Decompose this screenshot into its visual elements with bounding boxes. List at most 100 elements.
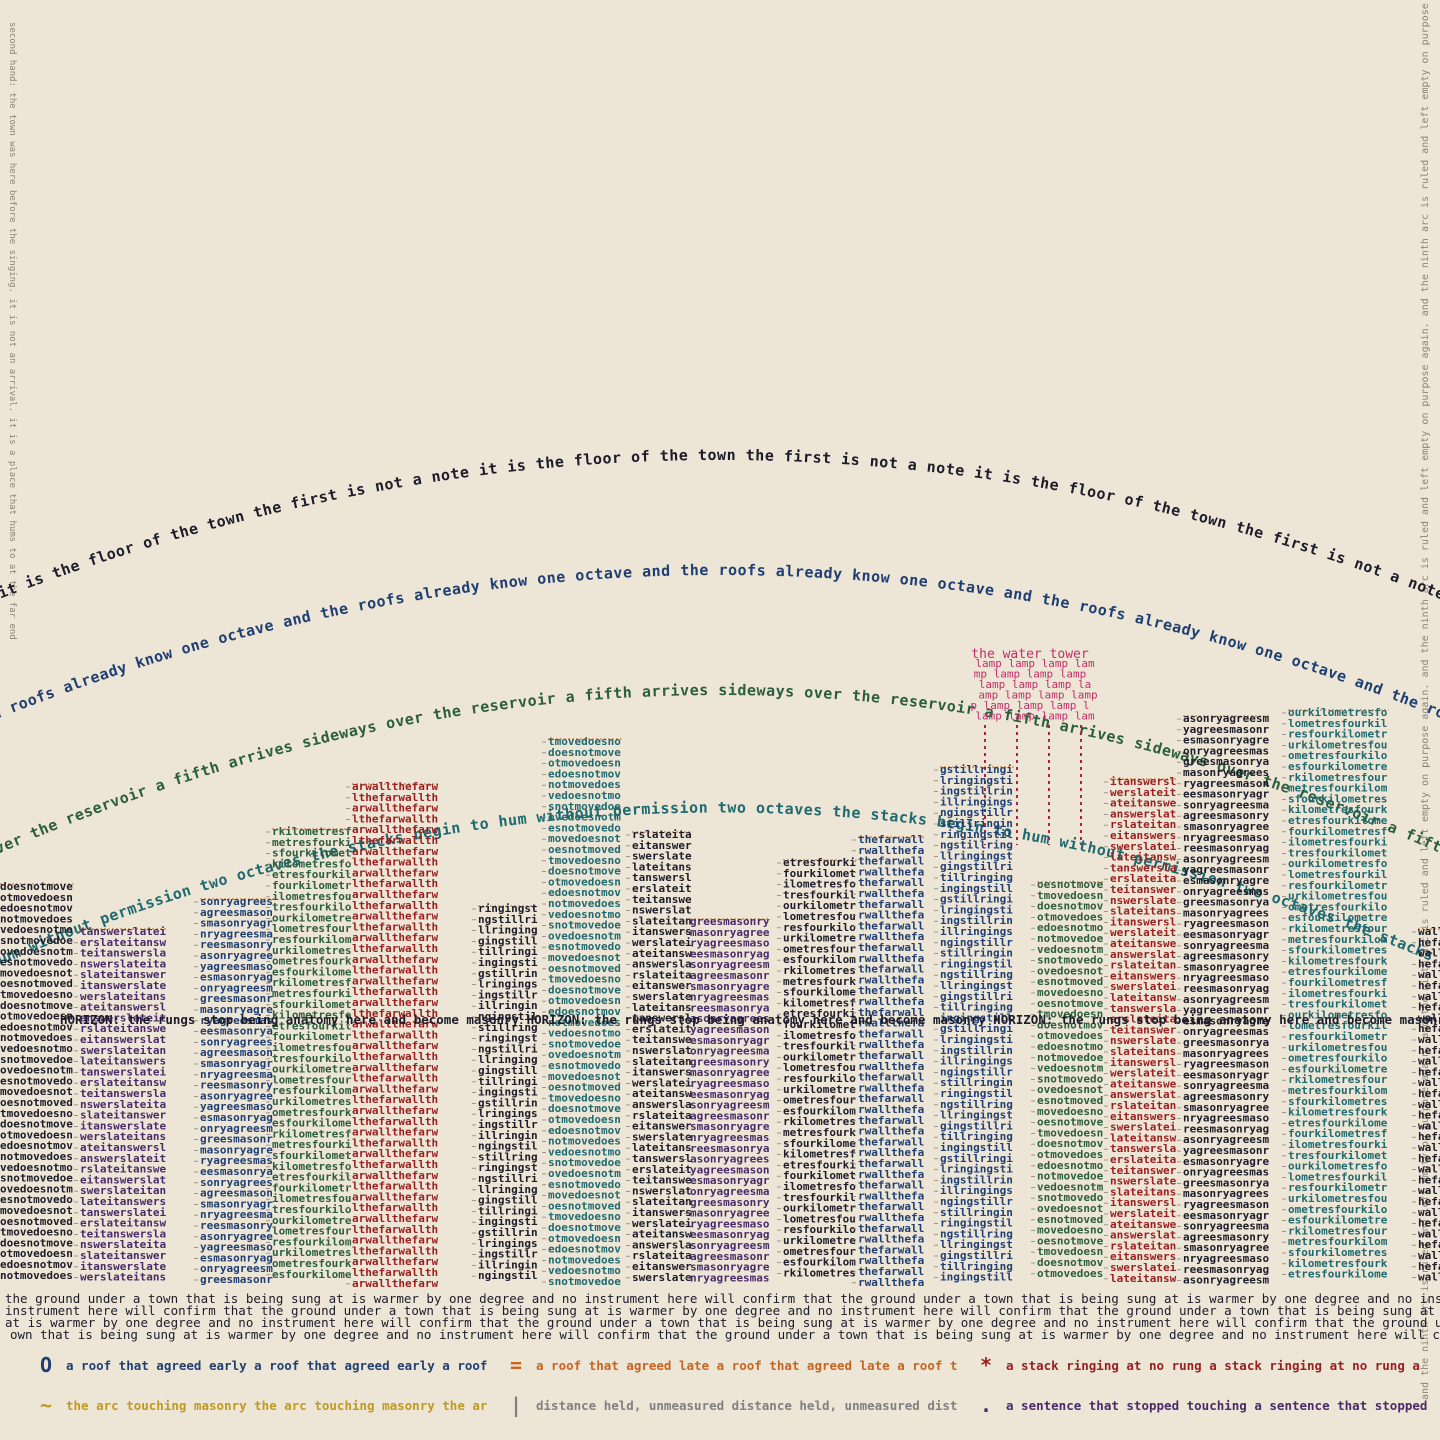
building-row: metresfourkilom <box>1288 1235 1388 1248</box>
building-row: lthefarwallth <box>352 1136 438 1149</box>
building-row: wall <box>1418 1011 1440 1024</box>
building-row: sfourkilometres <box>1288 944 1387 957</box>
building-row: thefarwall <box>858 1200 924 1213</box>
building-row: ingstillrin <box>940 785 1013 798</box>
building-row: snotmovedoe <box>0 1172 73 1185</box>
building-row: etresfourkil <box>272 1019 351 1032</box>
building-row: ourkilometre <box>272 1063 352 1076</box>
building-row: wall <box>1418 990 1440 1003</box>
building-row: thefarwall <box>858 1006 924 1019</box>
building-row: eitanswer <box>632 1260 692 1273</box>
building-row: ometresfourk <box>272 1106 352 1119</box>
building-row: etresfourkilome <box>1288 814 1388 827</box>
building-row: kilometresf <box>783 996 856 1009</box>
building-row: nswerslat <box>632 1184 692 1197</box>
building-row: oesnotmoved <box>548 1199 621 1212</box>
building-row: ringingstil <box>940 957 1013 970</box>
building-row: tillringi <box>478 945 538 958</box>
building-row: sfourkilomet <box>272 1149 351 1162</box>
building-row: esmasonryagre <box>1183 1155 1269 1168</box>
building-row: tanswersl <box>632 871 692 884</box>
building-row: tmovedoesno <box>548 854 621 867</box>
building-row: werslateitans <box>80 990 166 1003</box>
building: ourkilometresfolometresfourkilresfourkil… <box>1282 706 1389 1281</box>
building-row: ourkilometre <box>272 1214 352 1227</box>
building-row: stillringin <box>940 1206 1013 1219</box>
building-row: llringingst <box>940 1238 1013 1251</box>
building-row: erslateita <box>1110 1153 1176 1166</box>
building-row: teitanswer <box>1110 1164 1177 1177</box>
building-row: movedoesno <box>1037 1105 1104 1118</box>
legend-symbol: O <box>40 1353 52 1377</box>
building-row: lometresfour <box>272 922 352 935</box>
building-row: thefarwall <box>858 1071 924 1084</box>
building-row: swerslate <box>632 990 692 1003</box>
building-row: rwallthefa <box>858 1038 924 1051</box>
building-row: esnotmovedo <box>0 956 73 969</box>
building-row: hefa <box>1418 1065 1440 1078</box>
building-row: otmovedoesn <box>0 1010 73 1023</box>
building-row: werslateitans <box>80 1130 166 1143</box>
building-row: arwallthefarw <box>352 1190 438 1203</box>
building-row: metresfourki <box>272 987 352 1000</box>
building-row: esnotmoved <box>1037 1094 1103 1107</box>
building-row: erslateitansw <box>80 1217 166 1230</box>
building-row: erslateita <box>1110 1013 1176 1026</box>
building-row: hefa <box>1418 1217 1440 1230</box>
building-row: resfourkilo <box>783 1072 856 1085</box>
building-row: stillring <box>478 1021 538 1034</box>
building-row: otmovedoesn <box>0 1128 73 1141</box>
building-row: lthefarwallth <box>352 1028 438 1041</box>
building-row: lthefarwallth <box>352 1223 438 1236</box>
building-row: ilometresfo <box>783 1029 856 1042</box>
building-row: ingstillr <box>478 1248 538 1261</box>
building-row: rslateitanswe <box>80 1163 166 1176</box>
building-row: reesmasonry <box>200 1079 273 1092</box>
building-row: tresfourkil <box>783 1191 856 1204</box>
building-row: nswerslateita <box>80 957 166 970</box>
building-row: asonryagrees <box>690 1012 769 1025</box>
building-row: yagreesmasonr <box>1183 723 1269 736</box>
building-row: rkilometresfour <box>1288 771 1388 784</box>
building-row: vedoesnotmo <box>548 789 621 802</box>
building-row: rwallthefa <box>858 1168 924 1181</box>
building-row: masonryagrees <box>1183 1187 1269 1200</box>
building-row: ringingstil <box>940 828 1013 841</box>
building: itanswerslwerslateitateitansweanswerslat… <box>1104 775 1177 1285</box>
building-row: vedoesnotmo <box>548 908 621 921</box>
building-row: gingstill <box>478 934 538 947</box>
building-row: ateitanswe <box>1110 1077 1177 1090</box>
building-row: vedoesnotmo <box>0 923 73 936</box>
building-row: tresfourkilo <box>272 1203 352 1216</box>
building-row: edoesnotmov <box>548 767 621 780</box>
building-row: lateitansw <box>1110 1131 1177 1144</box>
building-row: ngingstillr <box>940 1065 1013 1078</box>
building-row: rslateitan <box>1110 959 1176 972</box>
building-row: otmovedoes <box>1037 910 1103 923</box>
building-row: nryagreesma <box>200 927 273 940</box>
building-row: greesmasonrya <box>1183 1036 1269 1049</box>
building-row: reesmasonry <box>200 938 273 951</box>
building-row: answersla <box>632 1098 692 1111</box>
legend-symbol: ~ <box>40 1393 52 1417</box>
building-row: answersla <box>632 958 692 971</box>
building-row: urkilometre <box>783 932 856 945</box>
building-row: thefarwall <box>858 855 924 868</box>
building-row: lthefarwallth <box>352 920 438 933</box>
building-row: oesnotmoved <box>548 962 621 975</box>
building-row: thefarwall <box>858 833 924 846</box>
building-row: movedoesnot <box>0 1204 73 1217</box>
building-row: ilometresfou <box>272 890 351 903</box>
building-row: esmasonryag <box>200 1251 273 1264</box>
building-row: teitanswe <box>632 1033 692 1046</box>
building-row: illringin <box>478 999 538 1012</box>
building-row: ovedoesnotm <box>0 945 73 958</box>
building-row: esnotmovedo <box>0 1193 73 1206</box>
building-row: thefarwall <box>858 941 924 954</box>
building-row: answerslat <box>1110 807 1176 820</box>
building-row: asonryagree <box>200 1230 273 1243</box>
building-row: kilometresfo <box>272 1160 352 1173</box>
building-row: eitanswers <box>1110 1110 1176 1123</box>
building-row: stillring <box>478 1150 538 1163</box>
building-row: swerslatei <box>1110 1261 1177 1274</box>
